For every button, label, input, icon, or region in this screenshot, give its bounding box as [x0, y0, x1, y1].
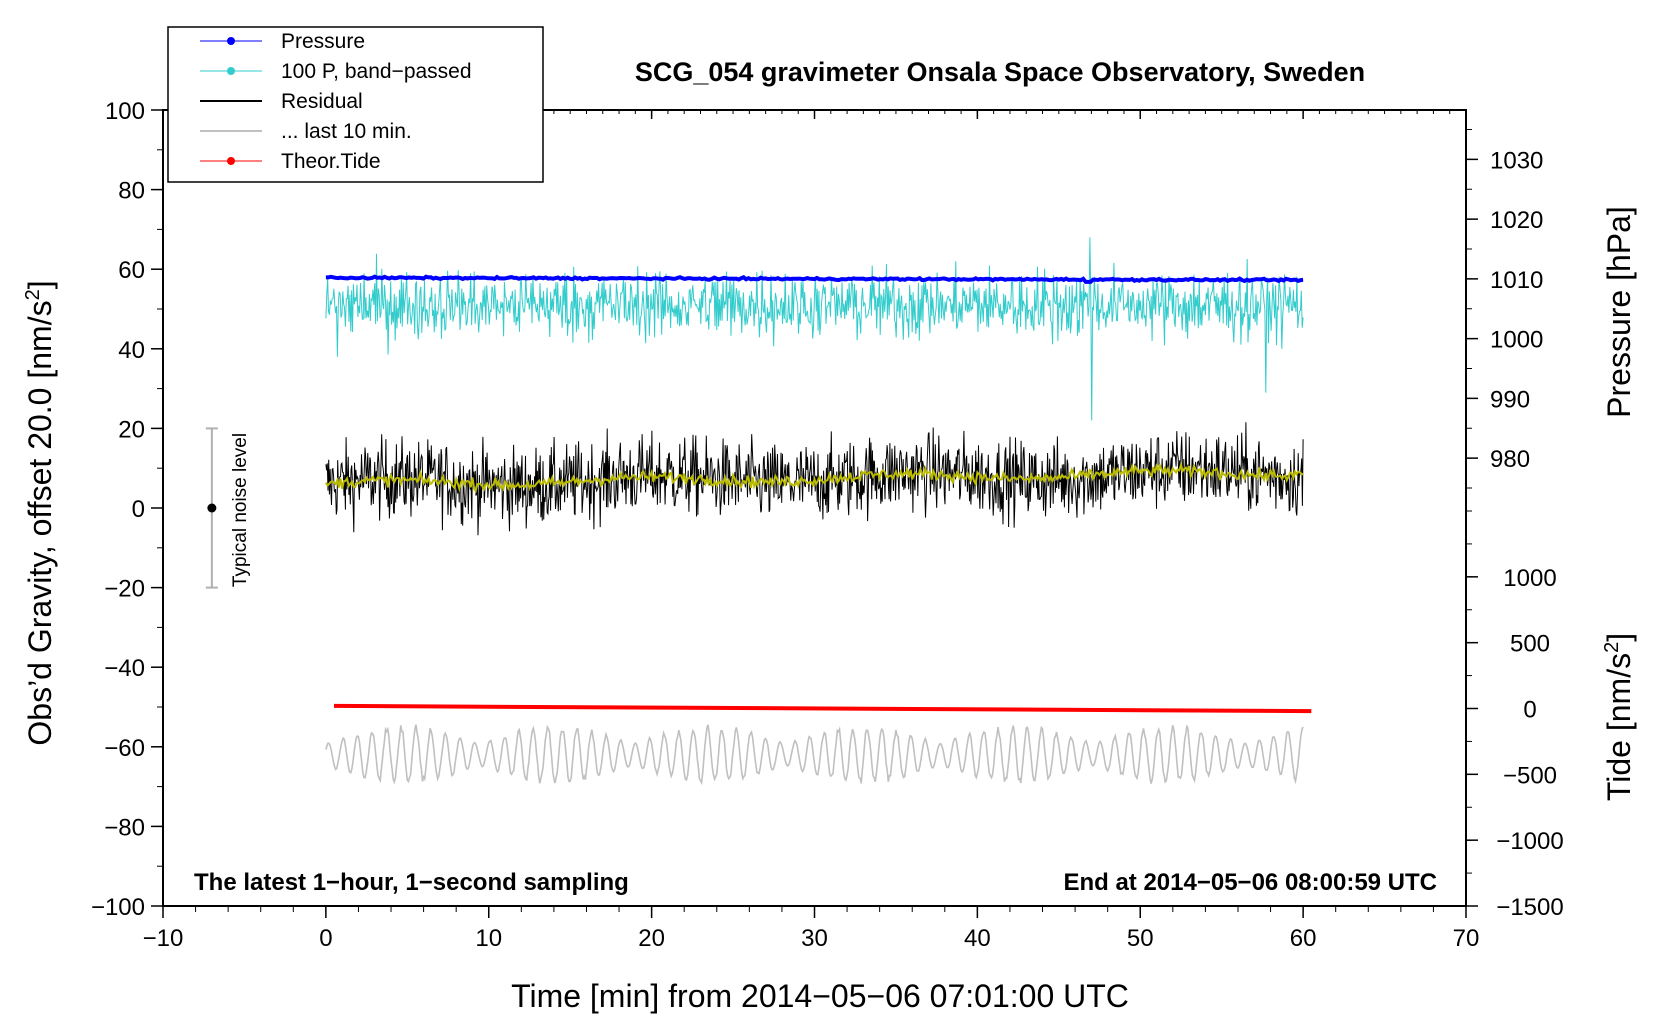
tide-tick-label: 500	[1510, 631, 1550, 658]
pressure-tick-label: 1010	[1490, 267, 1543, 294]
legend-label: Pressure	[281, 30, 365, 53]
legend-label: ... last 10 min.	[281, 120, 412, 143]
x-tick-label: 70	[1453, 925, 1480, 952]
y-tick-label: 20	[118, 416, 145, 443]
noise-label: Typical noise level	[230, 433, 251, 587]
legend-label: Residual	[281, 90, 363, 113]
x-tick-label: 50	[1127, 925, 1154, 952]
x-tick-label: 0	[319, 925, 332, 952]
legend: Pressure 100 P, band−passed Residual ... la…	[167, 26, 544, 183]
tide-tick-label: −500	[1503, 762, 1557, 789]
series-theor-tide	[333, 703, 1312, 714]
pressure-tick-label: 990	[1490, 386, 1530, 413]
legend-marker	[227, 37, 235, 45]
tide-tick-label: −1000	[1496, 828, 1563, 855]
plot-series	[325, 237, 1312, 786]
plot-frame	[162, 109, 1467, 907]
x-axis: −10 0 10 20 30 40 50 60 70	[143, 110, 1480, 952]
y-axis-title: Obs’d Gravity, offset 20.0 [nm/s2]	[22, 280, 58, 745]
series-residual-smoothed	[325, 461, 1304, 494]
y-axis-title-sup: 2	[22, 289, 44, 300]
y-tick-label: 0	[132, 496, 145, 523]
y-tick-label: −60	[104, 735, 145, 762]
tide-tick-label: 1000	[1503, 565, 1556, 592]
pressure-tick-label: 1020	[1490, 207, 1543, 234]
legend-box	[167, 26, 544, 183]
series-last-10-min	[325, 724, 1304, 786]
noise-bar-center	[207, 503, 217, 513]
chart-title: SCG_054 gravimeter Onsala Space Observat…	[635, 57, 1365, 87]
tide-axis-title-main: Tide [nm/s	[1601, 653, 1637, 801]
legend-label: Theor.Tide	[281, 150, 381, 173]
y-tick-label: 40	[118, 337, 145, 364]
pressure-axis-title: Pressure [hPa]	[1601, 206, 1637, 418]
y-tick-label: −20	[104, 576, 145, 603]
tide-tick-label: −1500	[1496, 894, 1563, 921]
noise-bar	[205, 427, 218, 589]
legend-marker	[227, 157, 235, 165]
tide-axis-title: Tide [nm/s2]	[1601, 633, 1637, 801]
y-tick-label: −100	[91, 894, 145, 921]
pressure-tick-label: 980	[1490, 446, 1530, 473]
series-pressure	[325, 274, 1304, 284]
x-axis-title: Time [min] from 2014−05−06 07:01:00 UTC	[511, 978, 1129, 1014]
x-tick-label: −10	[143, 925, 184, 952]
legend-label: 100 P, band−passed	[281, 60, 472, 83]
y-axis-title-end: ]	[22, 280, 58, 289]
x-tick-label: 10	[475, 925, 502, 952]
pressure-tick-label: 1000	[1490, 327, 1543, 354]
y-tick-label: 80	[118, 178, 145, 205]
x-tick-label: 40	[964, 925, 991, 952]
series-residual	[325, 422, 1304, 536]
tide-axis: 1000 500 0 −500 −1000 −1500	[1466, 510, 1564, 921]
x-tick-label: 60	[1290, 925, 1317, 952]
y-tick-label: 100	[105, 98, 145, 125]
tide-tick-label: 0	[1523, 697, 1536, 724]
pressure-tick-label: 1030	[1490, 147, 1543, 174]
legend-marker	[227, 67, 235, 75]
x-tick-label: 30	[801, 925, 828, 952]
tide-axis-title-sup: 2	[1601, 642, 1623, 653]
tide-axis-title-end: ]	[1601, 633, 1637, 642]
y-tick-label: −80	[104, 814, 145, 841]
pressure-axis: 1030 1020 1010 1000 990 980	[1466, 129, 1543, 489]
end-time-annotation: End at 2014−05−06 08:00:59 UTC	[1063, 869, 1437, 896]
y-axis-title-main: Obs’d Gravity, offset 20.0 [nm/s	[22, 300, 58, 745]
series-band-passed	[325, 237, 1304, 421]
x-tick-label: 20	[638, 925, 665, 952]
y-axis: 100 80 60 40 20 0 −20 −40 −60 −80 −100	[91, 98, 163, 921]
y-tick-label: −40	[104, 655, 145, 682]
sampling-annotation: The latest 1−hour, 1−second sampling	[194, 869, 629, 896]
y-tick-label: 60	[118, 257, 145, 284]
